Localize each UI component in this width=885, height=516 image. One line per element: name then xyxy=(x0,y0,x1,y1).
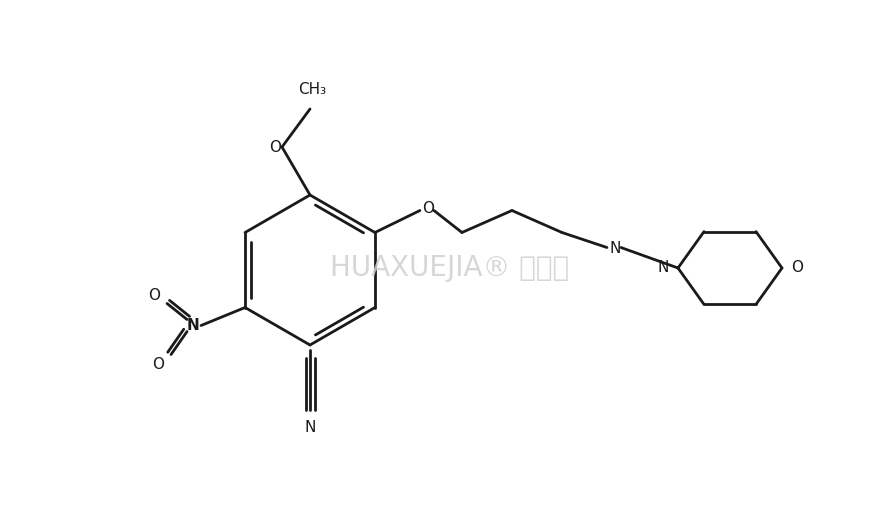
Text: O: O xyxy=(269,140,281,155)
Text: N: N xyxy=(187,318,199,333)
Text: N: N xyxy=(658,261,669,276)
Text: O: O xyxy=(148,288,160,303)
Text: O: O xyxy=(422,201,434,216)
Text: N: N xyxy=(609,241,620,256)
Text: O: O xyxy=(791,261,803,276)
Text: CH₃: CH₃ xyxy=(298,82,326,97)
Text: O: O xyxy=(152,357,164,372)
Text: HUAXUEJIA® 化学加: HUAXUEJIA® 化学加 xyxy=(330,254,570,282)
Text: N: N xyxy=(304,420,316,435)
